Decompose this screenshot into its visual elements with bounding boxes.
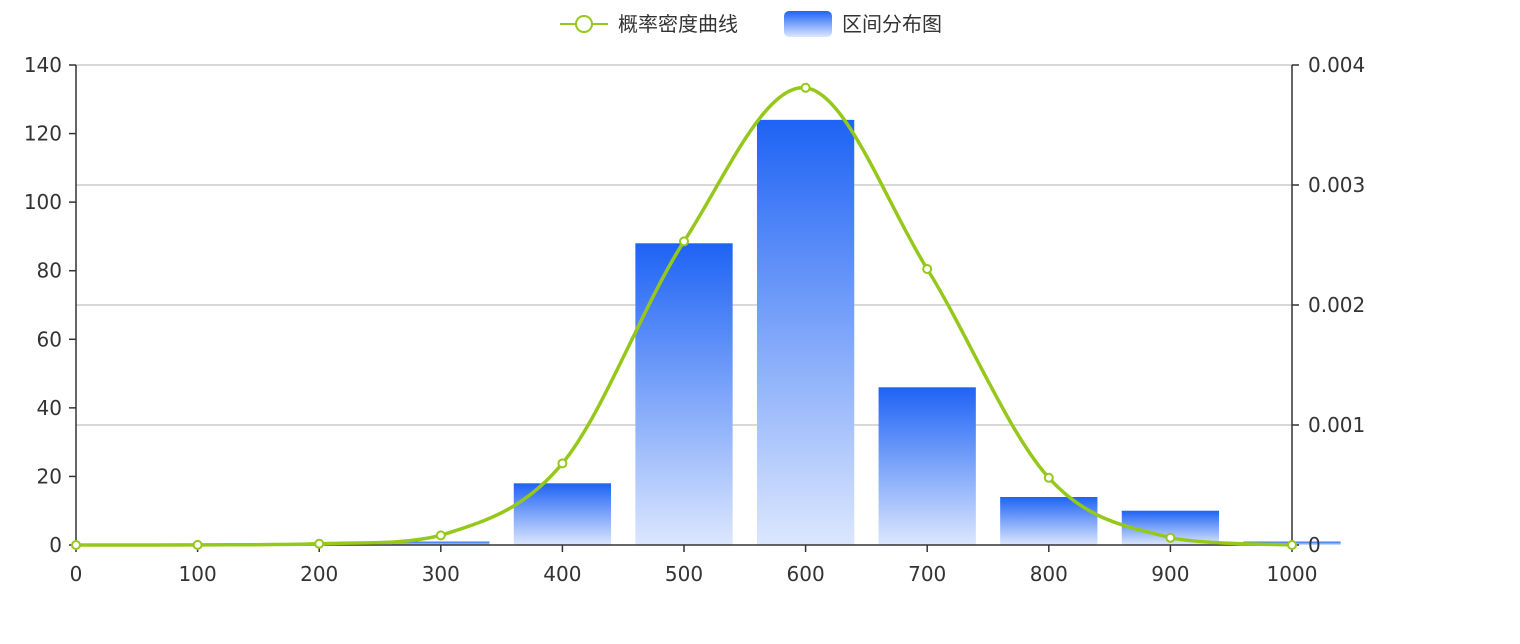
density-point[interactable] [557,458,568,469]
y-right-tick-label: 0.004 [1308,53,1365,77]
histogram-bar[interactable] [392,541,490,545]
legend-item-bins[interactable]: 区间分布图 [784,11,942,37]
x-tick-label: 200 [300,562,338,586]
density-point[interactable] [679,236,689,247]
y-right-tick-label: 0.002 [1308,293,1365,317]
histogram-bar[interactable] [513,483,612,545]
y-left-tick-label: 60 [37,327,62,351]
x-tick-label: 800 [1030,562,1068,586]
y-left-tick-label: 0 [49,533,62,557]
bar-series [392,119,1341,546]
y-left-tick-label: 20 [37,464,62,488]
legend[interactable]: 概率密度曲线 区间分布图 [560,11,942,37]
y-left-tick-label: 120 [24,122,62,146]
density-point[interactable] [314,538,325,549]
histogram-bar[interactable] [756,119,855,545]
x-tick-label: 700 [908,562,946,586]
density-point[interactable] [435,530,446,541]
legend-label-bins: 区间分布图 [842,12,942,36]
histogram-bar[interactable] [1000,497,1098,545]
legend-bar-swatch [784,11,832,37]
density-point[interactable] [800,82,811,93]
density-point[interactable] [71,540,81,550]
x-tick-label: 900 [1151,562,1189,586]
histogram-bar[interactable] [635,243,733,546]
x-tick-label: 100 [179,562,217,586]
y-left-tick-label: 140 [24,53,62,77]
density-line-series [71,82,1297,550]
x-tick-label: 400 [543,562,581,586]
legend-item-density[interactable]: 概率密度曲线 [560,12,738,36]
density-point[interactable] [1287,540,1297,550]
x-tick-label: 500 [665,562,703,586]
histogram-bar[interactable] [878,387,976,545]
x-tick-label: 1000 [1267,562,1318,586]
y-left-tick-label: 100 [24,190,62,214]
x-tick-label: 600 [787,562,825,586]
y-right-tick-label: 0.001 [1308,413,1365,437]
x-tick-label: 300 [422,562,460,586]
y-left-tick-label: 40 [37,396,62,420]
density-point[interactable] [192,539,203,550]
density-curve[interactable] [75,86,1293,547]
legend-circle-icon [575,15,593,33]
density-point[interactable] [922,264,933,274]
y-right-tick-label: 0 [1308,533,1321,557]
density-point[interactable] [1165,532,1176,543]
legend-label-density: 概率密度曲线 [618,12,738,36]
y-left-tick-label: 80 [37,259,62,283]
density-point[interactable] [1043,472,1054,483]
y-right-tick-label: 0.003 [1308,173,1365,197]
x-tick-label: 0 [70,562,83,586]
